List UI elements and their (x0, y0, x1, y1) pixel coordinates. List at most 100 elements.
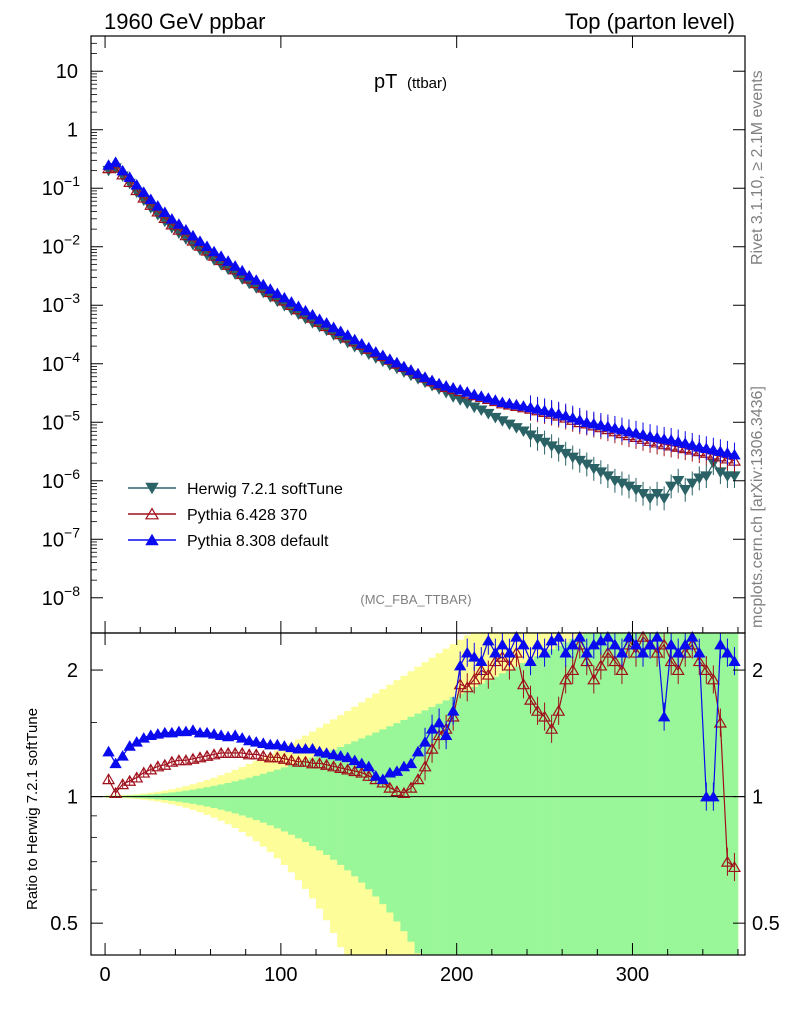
data-point (679, 437, 692, 448)
ratio-point (418, 760, 432, 772)
ratio-point (580, 646, 593, 658)
ratio-point (235, 746, 249, 758)
data-point (376, 349, 390, 361)
ratio-point (671, 663, 685, 676)
ratio-point (523, 693, 538, 705)
data-point (362, 341, 375, 353)
ratio-point (517, 638, 530, 650)
data-point (700, 442, 713, 454)
ratio-point (109, 757, 122, 769)
data-point (397, 360, 411, 372)
band-inner-bin (604, 633, 612, 955)
ratio-point (714, 638, 727, 650)
data-point (601, 420, 615, 432)
band-inner-bin (358, 738, 366, 883)
band-inner-bin (477, 683, 486, 955)
band-inner-bin (625, 633, 633, 955)
band-inner-bin (238, 779, 247, 816)
band-inner-bin (618, 633, 626, 955)
data-point (306, 308, 319, 320)
ratio-point (334, 750, 347, 761)
ratio-point (707, 790, 720, 802)
data-point (271, 287, 284, 299)
band-inner-bin (716, 633, 725, 955)
data-point (158, 206, 172, 217)
ratio-point (432, 729, 446, 741)
series-pythia6 (102, 161, 742, 473)
band-inner-bin (695, 633, 704, 955)
ratio-point (320, 747, 333, 758)
data-point (622, 425, 636, 437)
data-point (144, 193, 157, 204)
ratio-point (235, 732, 249, 743)
data-point (643, 493, 657, 505)
data-point (123, 171, 136, 182)
ratio-point (284, 754, 298, 766)
ratio-point (425, 723, 439, 734)
data-point (657, 433, 671, 444)
ratio-point (489, 646, 502, 658)
band-inner-bin (294, 762, 303, 839)
ratio-point (270, 751, 284, 763)
x-tick-label: 300 (616, 964, 649, 986)
data-point (404, 364, 418, 375)
ratio-point (362, 760, 375, 772)
ratio-point (439, 729, 453, 740)
ratio-point (713, 716, 727, 728)
band-inner-bin (323, 752, 331, 855)
ratio-point (496, 638, 509, 650)
ratio-point (671, 646, 685, 658)
data-point (200, 240, 214, 252)
ratio-y-tick-label-right: 2 (752, 660, 763, 682)
ratio-point (538, 710, 552, 722)
band-inner-bin (639, 633, 647, 955)
data-point (411, 367, 425, 379)
ratio-point (242, 748, 256, 760)
ratio-y-tick-label-right: 0.5 (752, 913, 780, 935)
data-point (671, 475, 685, 487)
ratio-point (664, 638, 678, 650)
ratio-point (587, 673, 601, 685)
ratio-point (404, 757, 418, 769)
ratio-point (608, 638, 622, 650)
band-inner-bin (316, 755, 324, 851)
ratio-frame (90, 632, 746, 956)
ratio-point (552, 631, 565, 642)
data-point (165, 213, 179, 224)
ratio-point (566, 638, 579, 650)
ratio-series-pythia6 (102, 630, 742, 882)
ratio-point (502, 659, 516, 671)
ratio-point (411, 745, 425, 757)
ratio-point (277, 752, 291, 764)
data-point (193, 235, 207, 246)
ratio-point (432, 716, 446, 728)
band-inner-bin (505, 669, 514, 955)
band-inner-bin (273, 769, 282, 829)
data-point (510, 398, 523, 410)
data-point (207, 245, 221, 257)
ratio-point (200, 726, 214, 738)
band-inner-bin (491, 676, 500, 955)
ratio-point (257, 737, 270, 748)
ratio-point (530, 704, 545, 716)
series-line-pythia6 (108, 166, 735, 462)
y-tick-label: 10 (56, 61, 78, 83)
ratio-point (720, 855, 734, 867)
data-point (116, 164, 129, 176)
data-point (545, 406, 558, 417)
ratio-y-tick-label: 0.5 (50, 913, 78, 935)
band-inner-bin (590, 633, 598, 955)
ratio-point (327, 748, 340, 760)
header-right: Top (parton level) (565, 9, 735, 34)
ratio-point (397, 786, 411, 798)
ratio-point (376, 773, 390, 785)
band-inner-bin (414, 713, 422, 954)
band-inner-bin (597, 633, 605, 955)
ratio-point (390, 785, 404, 797)
ratio-point (186, 724, 200, 735)
y-tick-label: 10−6 (42, 466, 80, 493)
band-inner-bin (730, 633, 739, 955)
ratio-point (446, 705, 460, 716)
ratio-y-tick-label-right: 1 (752, 787, 763, 809)
data-point (257, 278, 270, 290)
